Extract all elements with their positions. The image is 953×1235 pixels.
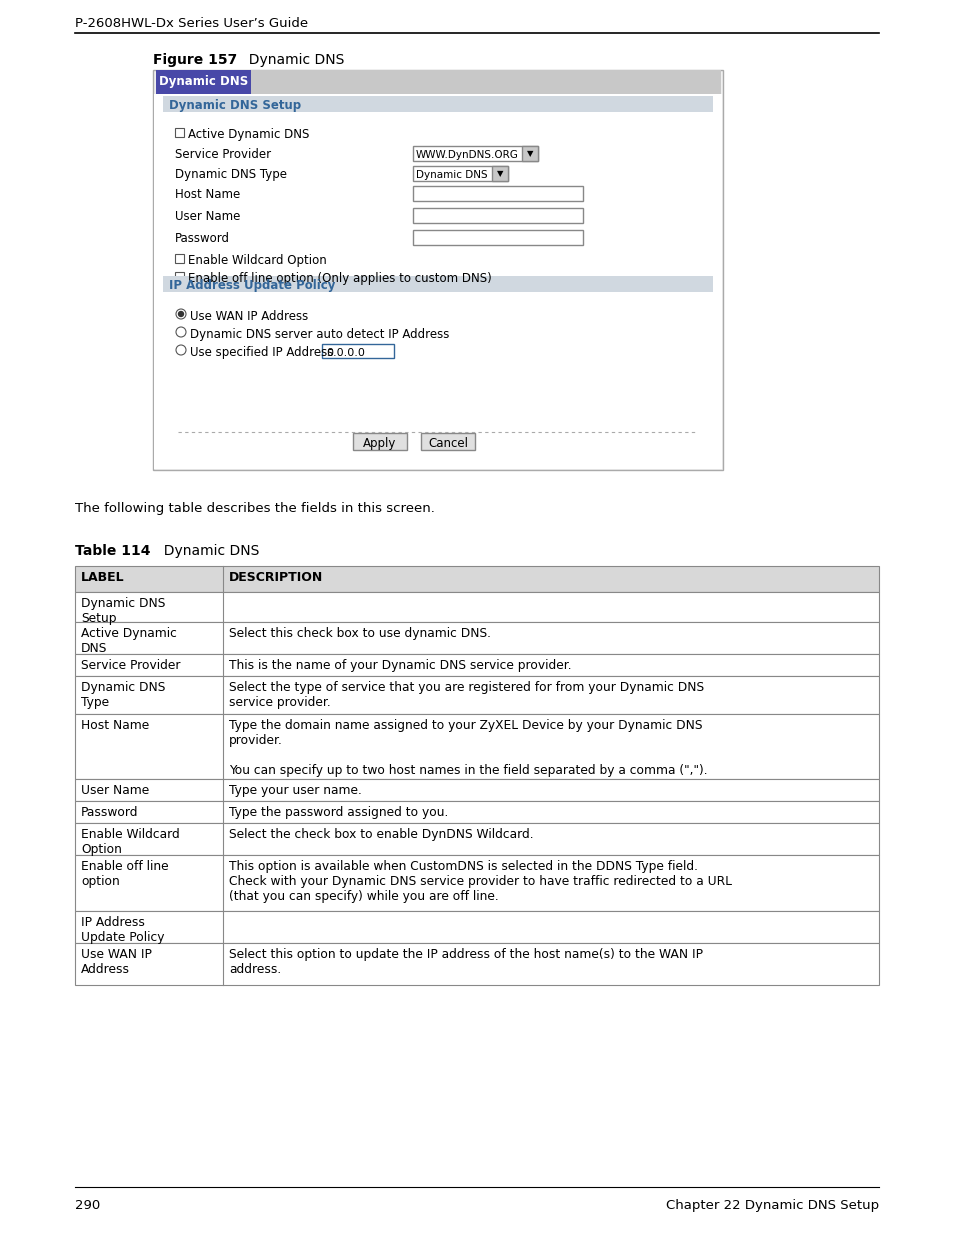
Text: Dynamic DNS: Dynamic DNS xyxy=(416,169,487,179)
Text: Use specified IP Address: Use specified IP Address xyxy=(190,346,333,359)
Text: Table 114: Table 114 xyxy=(75,543,151,558)
Bar xyxy=(75,855,878,911)
Bar xyxy=(413,186,582,201)
Text: Figure 157: Figure 157 xyxy=(152,53,237,67)
Text: Host Name: Host Name xyxy=(174,188,240,201)
Bar xyxy=(521,146,537,161)
Text: 0.0.0.0: 0.0.0.0 xyxy=(326,347,364,357)
Text: Use WAN IP
Address: Use WAN IP Address xyxy=(81,948,152,976)
Bar xyxy=(152,70,722,471)
Text: DESCRIPTION: DESCRIPTION xyxy=(229,571,323,584)
Text: Enable off line
option: Enable off line option xyxy=(81,860,169,888)
Text: Dynamic DNS: Dynamic DNS xyxy=(154,543,259,558)
Text: Dynamic DNS
Setup: Dynamic DNS Setup xyxy=(81,597,165,625)
Text: User Name: User Name xyxy=(174,210,240,224)
Text: Password: Password xyxy=(174,232,230,245)
Text: Service Provider: Service Provider xyxy=(81,659,180,672)
Circle shape xyxy=(175,345,186,354)
Bar xyxy=(75,779,878,802)
Text: Host Name: Host Name xyxy=(81,719,149,732)
Text: LABEL: LABEL xyxy=(81,571,125,584)
Circle shape xyxy=(178,311,183,316)
Text: IP Address Update Policy: IP Address Update Policy xyxy=(169,279,335,291)
Text: WWW.DynDNS.ORG: WWW.DynDNS.ORG xyxy=(416,149,518,159)
Bar xyxy=(322,345,394,358)
Bar xyxy=(75,655,878,676)
Bar xyxy=(413,230,582,245)
Bar xyxy=(420,433,475,450)
Circle shape xyxy=(175,309,186,319)
Bar xyxy=(163,275,712,291)
Bar xyxy=(174,272,184,282)
Bar xyxy=(75,592,878,622)
Text: Dynamic DNS: Dynamic DNS xyxy=(159,75,248,89)
Bar xyxy=(75,622,878,655)
Text: Enable off line option (Only applies to custom DNS): Enable off line option (Only applies to … xyxy=(188,272,491,285)
Bar xyxy=(251,70,720,94)
Text: Chapter 22 Dynamic DNS Setup: Chapter 22 Dynamic DNS Setup xyxy=(665,1199,878,1212)
Text: Select the check box to enable DynDNS Wildcard.: Select the check box to enable DynDNS Wi… xyxy=(229,827,533,841)
Bar xyxy=(75,676,878,714)
Bar xyxy=(413,207,582,224)
Bar xyxy=(75,714,878,779)
Text: Active Dynamic
DNS: Active Dynamic DNS xyxy=(81,627,176,655)
Text: Active Dynamic DNS: Active Dynamic DNS xyxy=(188,128,309,141)
Bar xyxy=(492,165,507,182)
Text: Password: Password xyxy=(81,806,138,819)
Bar xyxy=(75,566,878,592)
Text: ▼: ▼ xyxy=(497,169,503,178)
Bar xyxy=(353,433,407,450)
Text: Select this option to update the IP address of the host name(s) to the WAN IP
ad: Select this option to update the IP addr… xyxy=(229,948,702,976)
Text: IP Address
Update Policy: IP Address Update Policy xyxy=(81,916,164,944)
Circle shape xyxy=(175,327,186,337)
Bar xyxy=(75,802,878,823)
Text: This is the name of your Dynamic DNS service provider.: This is the name of your Dynamic DNS ser… xyxy=(229,659,571,672)
Text: P-2608HWL-Dx Series User’s Guide: P-2608HWL-Dx Series User’s Guide xyxy=(75,17,308,30)
Text: Dynamic DNS: Dynamic DNS xyxy=(240,53,344,67)
Bar xyxy=(174,254,184,263)
Bar xyxy=(75,823,878,855)
Text: The following table describes the fields in this screen.: The following table describes the fields… xyxy=(75,501,435,515)
Text: Select this check box to use dynamic DNS.: Select this check box to use dynamic DNS… xyxy=(229,627,491,640)
Text: Type your user name.: Type your user name. xyxy=(229,784,361,797)
Text: Type the domain name assigned to your ZyXEL Device by your Dynamic DNS
provider.: Type the domain name assigned to your Zy… xyxy=(229,719,707,777)
Text: Apply: Apply xyxy=(363,437,396,450)
Bar xyxy=(413,165,507,182)
Text: Service Provider: Service Provider xyxy=(174,148,271,161)
Bar xyxy=(153,94,721,469)
Text: Dynamic DNS Type: Dynamic DNS Type xyxy=(174,168,287,182)
Text: User Name: User Name xyxy=(81,784,149,797)
Bar xyxy=(163,96,712,112)
Text: Select the type of service that you are registered for from your Dynamic DNS
ser: Select the type of service that you are … xyxy=(229,680,703,709)
Bar xyxy=(75,911,878,944)
Text: Dynamic DNS server auto detect IP Address: Dynamic DNS server auto detect IP Addres… xyxy=(190,329,449,341)
Bar xyxy=(174,128,184,137)
Text: 290: 290 xyxy=(75,1199,100,1212)
Text: ▼: ▼ xyxy=(526,149,533,158)
Text: Dynamic DNS
Type: Dynamic DNS Type xyxy=(81,680,165,709)
Text: This option is available when CustomDNS is selected in the DDNS Type field.
Chec: This option is available when CustomDNS … xyxy=(229,860,731,903)
Text: Cancel: Cancel xyxy=(428,437,468,450)
Text: Type the password assigned to you.: Type the password assigned to you. xyxy=(229,806,448,819)
Text: Enable Wildcard Option: Enable Wildcard Option xyxy=(188,254,327,267)
Bar xyxy=(156,70,251,94)
Text: Enable Wildcard
Option: Enable Wildcard Option xyxy=(81,827,179,856)
Bar xyxy=(413,146,537,161)
Text: Use WAN IP Address: Use WAN IP Address xyxy=(190,310,308,324)
Bar xyxy=(75,944,878,986)
Text: Dynamic DNS Setup: Dynamic DNS Setup xyxy=(169,99,301,112)
